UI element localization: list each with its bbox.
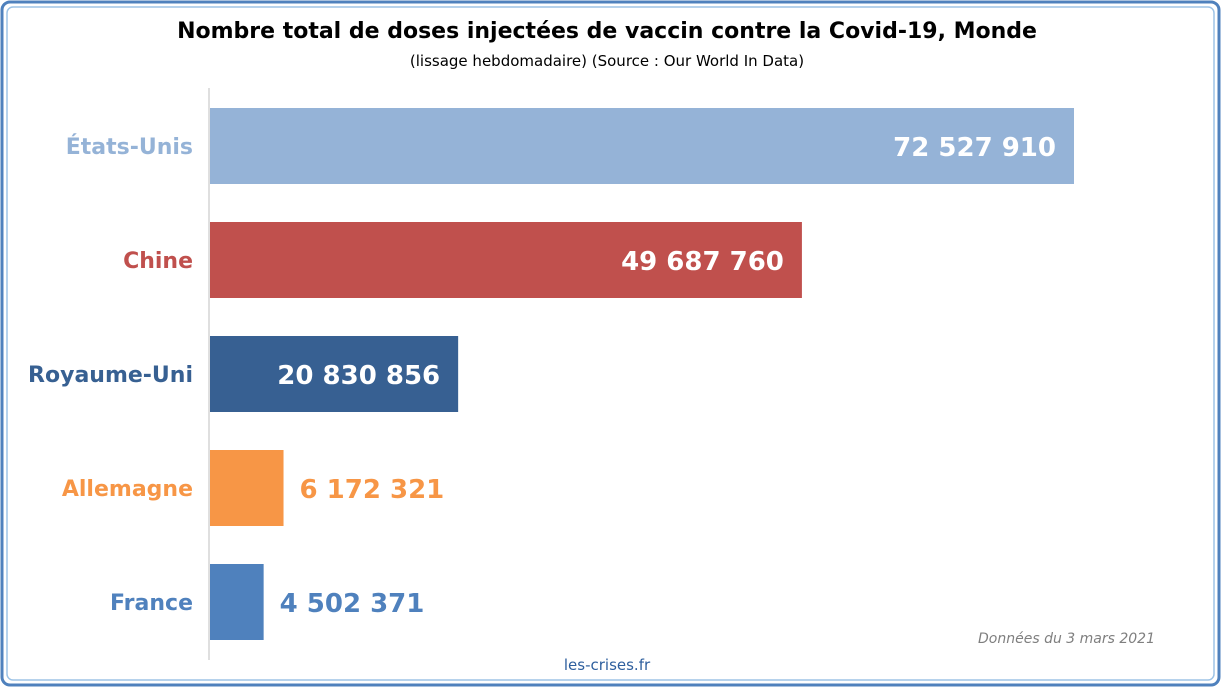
category-label-4: France (110, 591, 193, 616)
bars-group: États-Unis 72 527 910 Chine 49 687 760 Royau… (28, 108, 1074, 640)
value-label-2: 20 830 856 (277, 361, 440, 391)
source-label: les-crises.fr (564, 656, 651, 674)
category-label-2: Royaume-Uni (28, 363, 193, 388)
value-label-4: 4 502 371 (280, 589, 425, 619)
value-label-0: 72 527 910 (893, 133, 1056, 163)
bar-2 (210, 336, 459, 412)
bar-0 (210, 108, 1074, 184)
inner-border (6, 6, 1215, 681)
bar-3 (210, 450, 284, 526)
category-label-0: États-Unis (66, 134, 193, 160)
category-label-1: Chine (123, 249, 193, 274)
category-label-3: Allemagne (62, 477, 193, 502)
value-label-3: 6 172 321 (300, 475, 445, 505)
bar-4 (210, 564, 264, 640)
bar-1 (210, 222, 802, 298)
value-label-1: 49 687 760 (621, 247, 784, 277)
chart-subtitle: (lissage hebdomadaire) (Source : Our Wor… (410, 52, 804, 70)
chart-title: Nombre total de doses injectées de vacci… (177, 19, 1037, 44)
data-date-note: Données du 3 mars 2021 (978, 631, 1155, 647)
